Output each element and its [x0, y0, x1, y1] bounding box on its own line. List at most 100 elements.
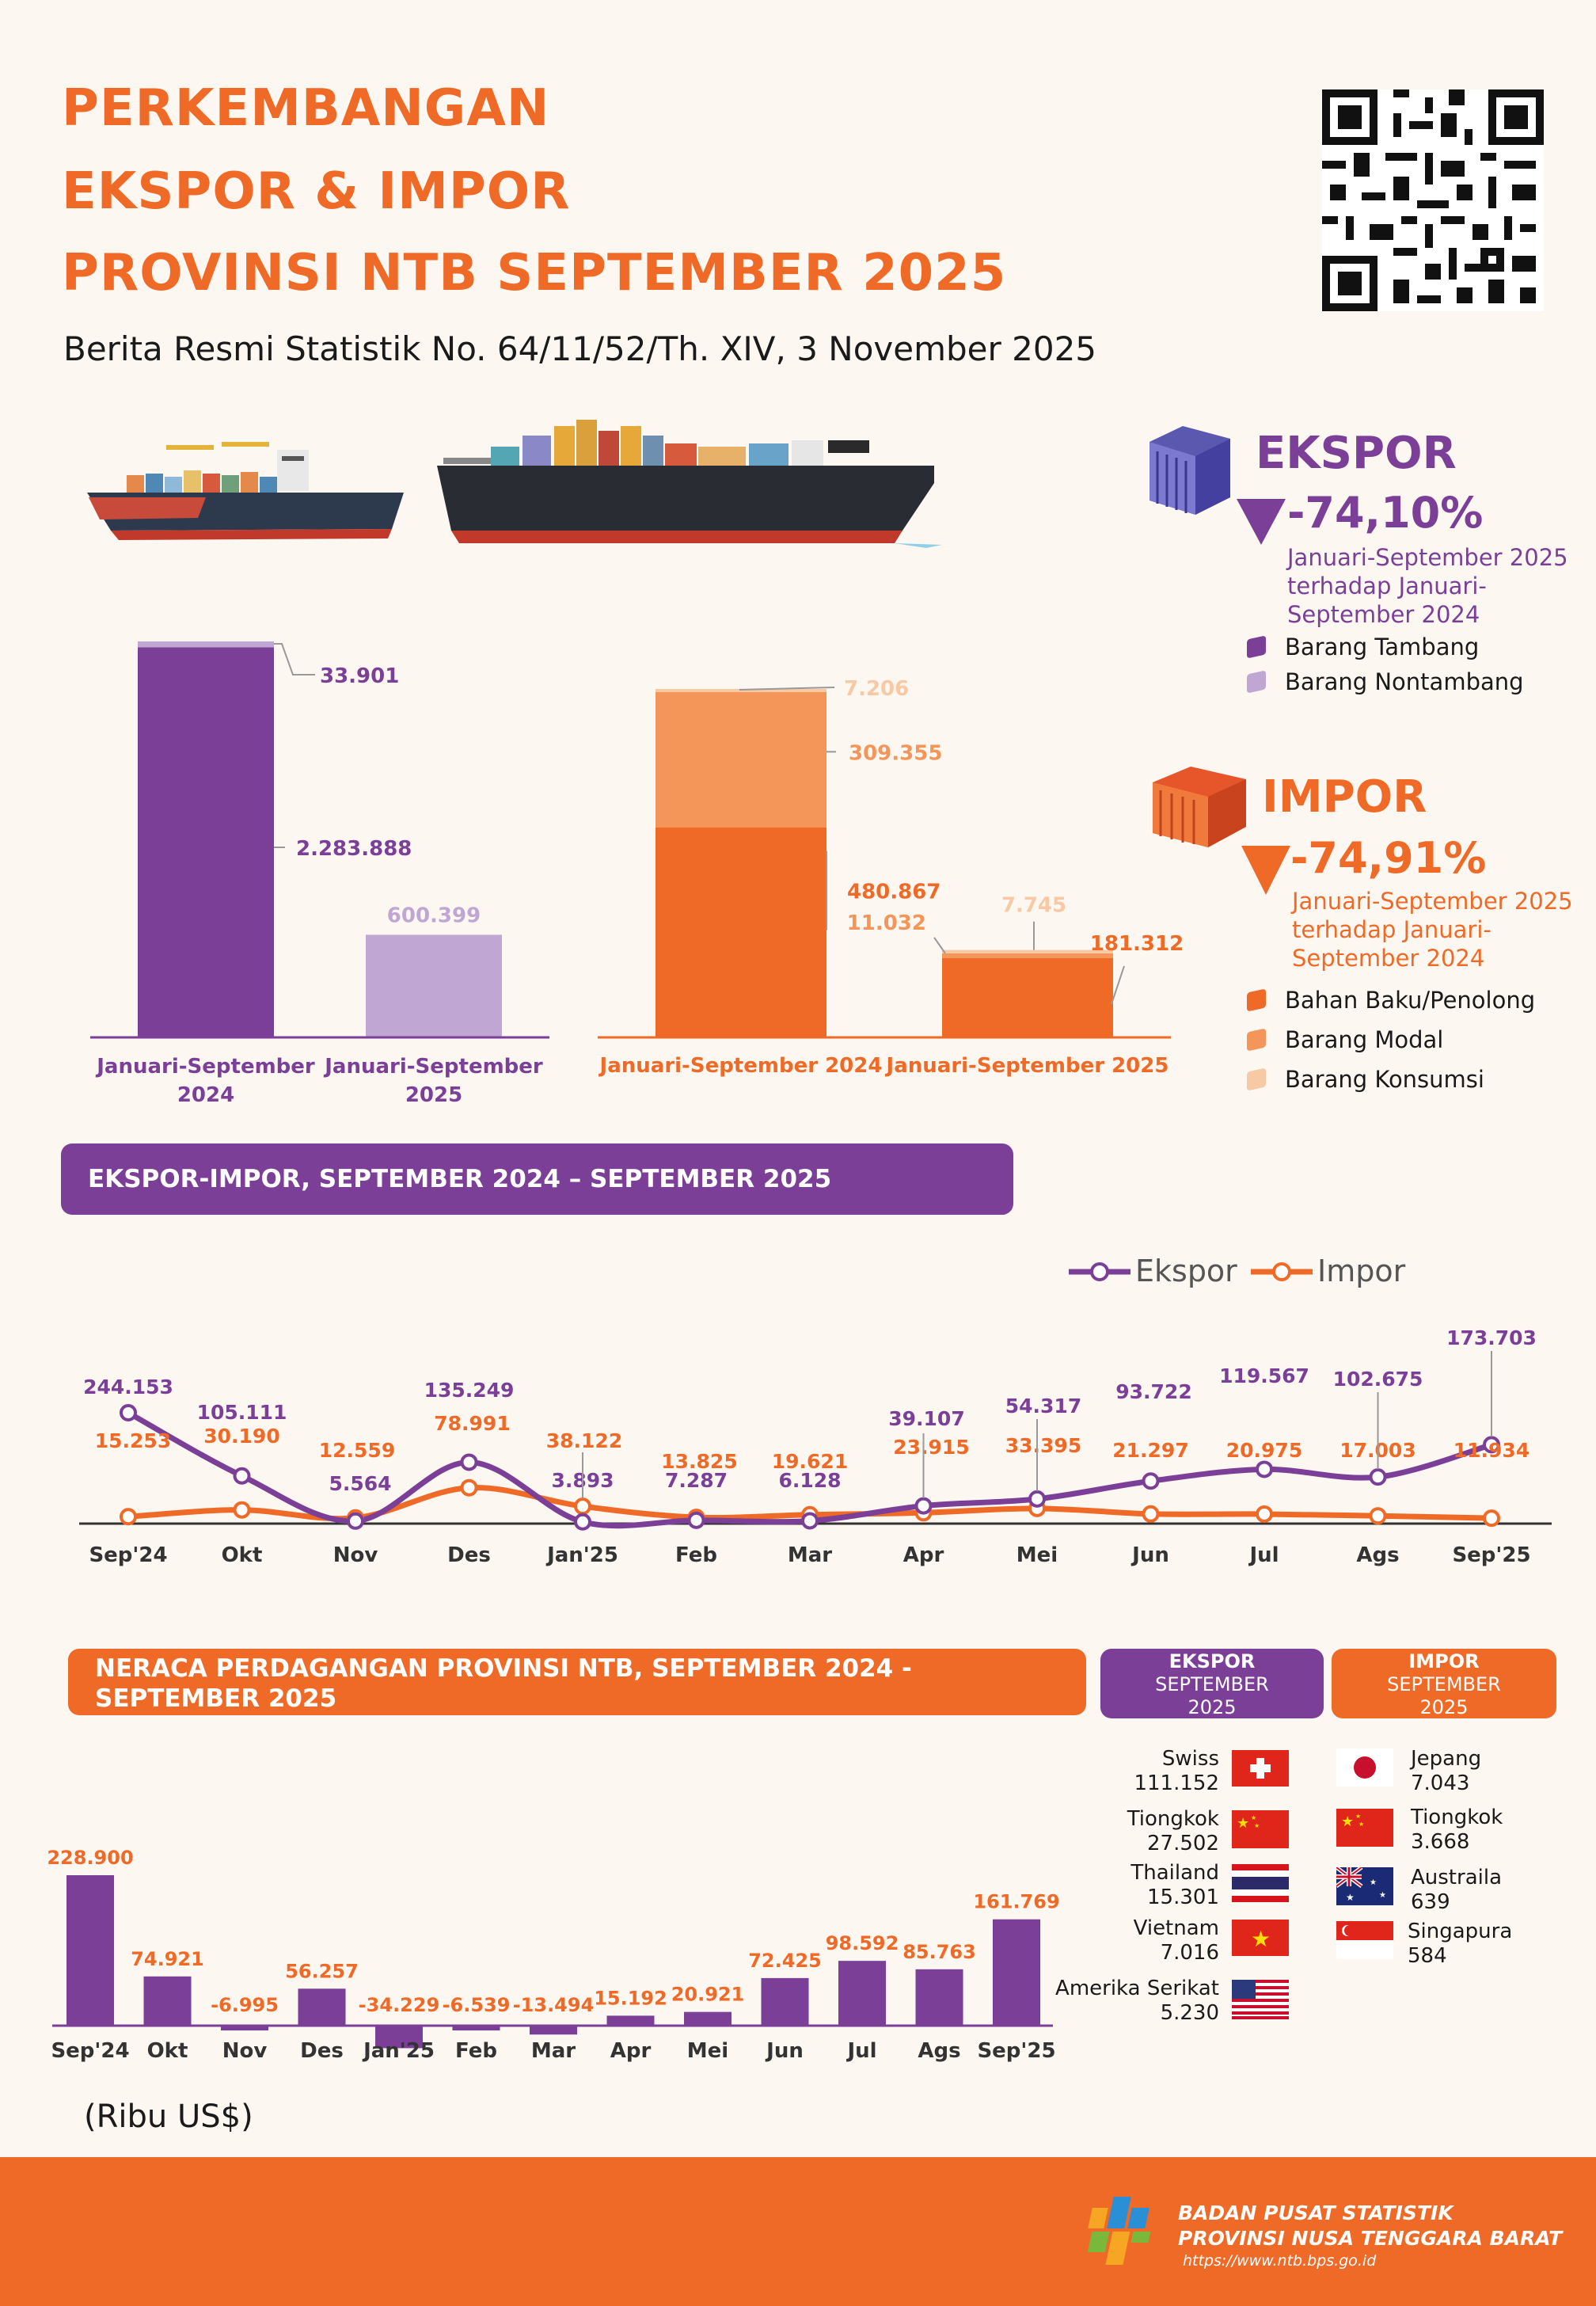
point-ekspor — [1142, 1472, 1160, 1490]
title-line-1: PERKEMBANGAN — [62, 79, 550, 138]
point-ekspor — [574, 1513, 591, 1531]
leader-line — [933, 937, 946, 954]
x-tick-label: Des — [447, 1543, 491, 1567]
data-label-ekspor: 5.564 — [329, 1472, 391, 1495]
impor-partner-singapura: Singapura 584 — [1408, 1920, 1513, 1968]
category-label: Januari-September 2025 — [885, 1054, 1169, 1078]
point-ekspor — [801, 1512, 819, 1530]
point-ekspor — [1369, 1468, 1387, 1486]
neraca-x-tick-label: Jan'25 — [362, 2039, 435, 2063]
data-label-ekspor: 6.128 — [778, 1469, 841, 1492]
data-label-ekspor: 119.567 — [1219, 1364, 1309, 1387]
neraca-x-tick-label: Sep'24 — [51, 2039, 129, 2063]
singapore-flag-icon — [1336, 1921, 1393, 1959]
x-tick-label: Feb — [675, 1543, 717, 1567]
neraca-data-label: -34.229 — [359, 1994, 440, 2016]
data-label-ekspor: 135.249 — [424, 1379, 515, 1402]
ekspor-partner-header: EKSPOR SEPTEMBER 2025 — [1100, 1649, 1324, 1718]
neraca-data-label: -6.995 — [211, 1994, 279, 2016]
leader-line — [274, 643, 315, 675]
impor-partner-australia: Austraila 639 — [1411, 1866, 1503, 1914]
point-ekspor — [687, 1511, 705, 1529]
x-tick-label: Apr — [903, 1543, 944, 1567]
thailand-flag-icon — [1232, 1864, 1289, 1902]
ekspor-note: Januari-September 2025 terhadap Januari-… — [1287, 544, 1568, 628]
data-label-impor: 20.975 — [1226, 1439, 1302, 1462]
neraca-bar — [143, 1976, 192, 2026]
leader-line — [739, 686, 835, 691]
japan-flag-icon — [1336, 1749, 1393, 1787]
point-impor — [1369, 1507, 1387, 1525]
legend-swatch — [1247, 670, 1266, 694]
legend-barang-nontambang: Barang Nontambang — [1247, 664, 1524, 699]
neraca-bar — [838, 1961, 886, 2026]
legend-swatch — [1247, 988, 1266, 1012]
x-tick-label: Mar — [788, 1543, 832, 1567]
data-label-impor: 30.190 — [203, 1425, 279, 1448]
x-tick-label: Okt — [222, 1543, 263, 1567]
data-label-ekspor: 54.317 — [1005, 1395, 1081, 1417]
ekspor-impor-line-chart: Ekspor Impor Sep'24 Okt Nov Des Jan'25 Feb Mar Ap… — [79, 1254, 1552, 1567]
legend-barang-konsumsi: Barang Konsumsi — [1247, 1060, 1535, 1099]
point-ekspor — [1256, 1460, 1273, 1478]
x-tick-label: Jun — [1130, 1543, 1169, 1567]
svg-text:★: ★ — [1370, 1878, 1377, 1887]
data-label: 7.745 — [1001, 894, 1066, 918]
legend-marker — [1090, 1262, 1109, 1281]
neraca-data-label: 85.763 — [902, 1941, 976, 1963]
title-line-2: EKSPOR & IMPOR — [62, 162, 571, 221]
point-impor — [574, 1497, 591, 1516]
data-label-ekspor: 105.111 — [197, 1401, 287, 1424]
china-flag-icon: ★ ★★ — [1232, 1810, 1289, 1848]
point-ekspor — [1483, 1436, 1500, 1454]
neraca-bar — [684, 2011, 732, 2026]
impor-partner-jepang: Jepang 7.043 — [1411, 1747, 1482, 1795]
down-triangle-impor-icon — [1241, 846, 1290, 895]
bps-logo-icon — [1087, 2197, 1151, 2265]
data-label-impor: 19.621 — [772, 1450, 848, 1473]
point-ekspor — [914, 1497, 933, 1515]
point-ekspor — [233, 1467, 251, 1485]
section-title-neraca: NERACA PERDAGANGAN PROVINSI NTB, SEPTEMB… — [68, 1649, 1086, 1715]
neraca-bar — [993, 1919, 1040, 2026]
neraca-x-tick-label: Sep'25 — [977, 2039, 1055, 2063]
leader-line — [1111, 965, 1125, 1005]
neraca-bar — [452, 2026, 500, 2030]
section-title-ekspor-impor: EKSPOR-IMPOR, SEPTEMBER 2024 – SEPTEMBER… — [61, 1143, 1013, 1215]
neraca-bar-chart: 228.900 Sep'24 74.921 Okt -6.995 Nov 56.257 Des… — [48, 1847, 1060, 2063]
point-impor — [1142, 1505, 1160, 1523]
bar-barang-nontambang — [138, 641, 274, 648]
svg-text:★: ★ — [1251, 1926, 1271, 1952]
neraca-data-label: -13.494 — [513, 1994, 595, 2016]
category-label: Januari-September 2025 — [323, 1055, 543, 1107]
data-label: 480.867 — [847, 881, 940, 904]
bar-barang-konsumsi — [656, 688, 826, 692]
neraca-x-tick-label: Mar — [531, 2039, 576, 2063]
data-label-ekspor: 244.153 — [83, 1376, 173, 1398]
svg-text:★: ★ — [1237, 1815, 1249, 1832]
footer-org-line2: PROVINSI NUSA TENGGARA BARAT — [1178, 2227, 1563, 2250]
footer-org-line1: BADAN PUSAT STATISTIK — [1178, 2201, 1454, 2224]
category-label: Januari-September 2024 — [598, 1054, 883, 1078]
bar-bahan-baku-penolong — [942, 957, 1113, 1037]
ekspor-partner-vietnam: Vietnam 7.016 — [1133, 1916, 1219, 1965]
data-label: 33.901 — [320, 664, 399, 688]
neraca-data-label: 15.192 — [594, 1987, 667, 2009]
neraca-x-tick-label: Apr — [610, 2039, 652, 2063]
neraca-data-label: 20.921 — [671, 1984, 745, 2006]
data-label-ekspor: 39.107 — [888, 1407, 964, 1430]
x-tick-label: Jan'25 — [545, 1543, 618, 1567]
qr-code-icon[interactable] — [1322, 89, 1544, 311]
ekspor-partner-amerika: Amerika Serikat 5.230 — [1055, 1977, 1219, 2025]
neraca-bar — [530, 2026, 577, 2035]
neraca-x-tick-label: Okt — [147, 2039, 188, 2063]
bar-bahan-baku-penolong — [656, 827, 826, 1037]
small-ship-icon — [87, 442, 404, 540]
legend-label-impor: Impor — [1317, 1254, 1406, 1288]
category-label: Januari-September 2024 — [95, 1055, 315, 1107]
data-label-ekspor: 93.722 — [1115, 1380, 1191, 1403]
neraca-x-tick-label: Nov — [222, 2039, 268, 2063]
footer-url-link[interactable]: https://www.ntb.bps.go.id — [1183, 2252, 1377, 2270]
neraca-data-label: -6.539 — [443, 1994, 511, 2016]
